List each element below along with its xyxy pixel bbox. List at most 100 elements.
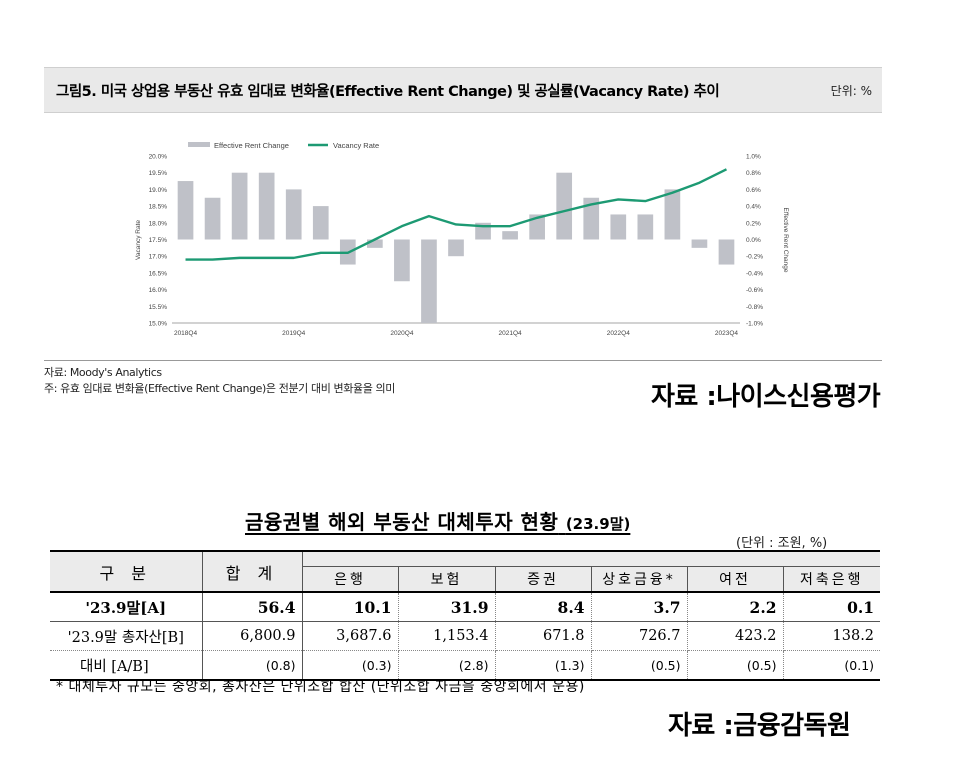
table-cell: (2.8) <box>398 650 496 681</box>
row-label: 대비 [A/B] <box>50 650 203 681</box>
rent-vacancy-chart: Effective Rent Change Vacancy Rate 20.0%… <box>135 141 789 338</box>
left-tick-label: 17.5% <box>149 237 168 244</box>
right-tick-label: 0.6% <box>746 187 761 194</box>
legend-bar-swatch <box>188 142 210 147</box>
header-col-5: 저축은행 <box>783 566 881 593</box>
left-tick-label: 20.0% <box>149 154 168 161</box>
left-tick-label: 15.0% <box>149 321 168 328</box>
x-tick-label: 2018Q4 <box>174 330 198 337</box>
table-cell: 3,687.6 <box>302 621 399 651</box>
table-title-main: 금융권별 해외 부동산 대체투자 현황 <box>245 510 559 534</box>
header-total: 합 계 <box>202 550 303 593</box>
table-cell: 56.4 <box>202 592 303 622</box>
table-cell: (1.3) <box>495 650 592 681</box>
rent-change-bar <box>718 239 735 265</box>
rent-change-bar <box>204 197 221 240</box>
right-tick-label: 0.4% <box>746 204 761 211</box>
chart-line <box>185 168 728 261</box>
table-cell: 3.7 <box>591 592 688 622</box>
rent-change-bar <box>502 231 518 240</box>
rent-change-bar <box>691 239 708 248</box>
right-tick-label: -0.4% <box>746 270 763 277</box>
table-footnote: * 대체투자 규모는 중앙회, 총자산은 단위조합 합산 (단위조합 자금을 중… <box>56 679 585 695</box>
rent-change-bar <box>231 172 248 240</box>
right-tick-label: 1.0% <box>746 154 761 161</box>
figure-title: 그림5. 미국 상업용 부동산 유효 임대료 변화율(Effective Ren… <box>56 84 720 100</box>
left-tick-label: 18.5% <box>149 204 168 211</box>
legend-line-label: Vacancy Rate <box>333 141 379 150</box>
right-axis-label: Effective Rent Change <box>782 208 789 273</box>
x-tick-label: 2022Q4 <box>607 330 631 337</box>
left-tick-label: 18.0% <box>149 220 168 227</box>
right-tick-label: 0.0% <box>746 237 761 244</box>
table-title-sub: (23.9말) <box>565 515 631 533</box>
x-tick-label: 2021Q4 <box>499 330 523 337</box>
table-cell: (0.1) <box>783 650 881 681</box>
chart-axes: 20.0% 19.5% 19.0% 18.5% 18.0% 17.5% 17.0% 16.5%… <box>149 154 764 338</box>
figure-bottom-rule <box>44 360 882 361</box>
table-header-row: 은행 보험 증권 상호금융* 여전 저축은행 <box>50 566 881 593</box>
x-tick-label: 2020Q4 <box>390 330 414 337</box>
table-cell: 1,153.4 <box>398 621 496 651</box>
right-tick-label: 0.8% <box>746 170 761 177</box>
left-axis-label: Vacancy Rate <box>135 220 142 260</box>
chart-bars <box>177 172 735 323</box>
rent-change-bar <box>610 214 627 240</box>
rent-change-bar <box>394 239 410 282</box>
table-row: 대비 [A/B] (0.8) (0.3) (2.8) (1.3) (0.5) (0.5) (0… <box>50 650 881 681</box>
investment-table: 구 분 합 계 은행 보험 증권 상호금융* 여전 저축은행 '23.9말[A] 56.4 1… <box>50 550 881 681</box>
header-col-0: 은행 <box>302 566 399 593</box>
left-tick-label: 17.0% <box>149 254 168 261</box>
row-label: '23.9말[A] <box>50 592 203 622</box>
table-cell: (0.5) <box>591 650 688 681</box>
rent-change-bar <box>583 197 600 240</box>
left-tick-label: 15.5% <box>149 304 168 311</box>
table-cell: (0.3) <box>302 650 399 681</box>
x-tick-label: 2019Q4 <box>282 330 306 337</box>
right-tick-label: -1.0% <box>746 321 763 328</box>
header-top-spacer <box>302 550 881 567</box>
right-tick-label: -0.2% <box>746 254 763 261</box>
table-cell: 10.1 <box>302 592 399 622</box>
table-cell: 423.2 <box>687 621 784 651</box>
table-cell: 0.1 <box>783 592 881 622</box>
chart-legend: Effective Rent Change Vacancy Rate <box>188 141 379 150</box>
table-header-row-top: 구 분 합 계 <box>50 550 881 593</box>
figure-source-note: 자료: Moody's Analytics <box>44 366 162 379</box>
table-cell: (0.5) <box>687 650 784 681</box>
right-tick-label: -0.8% <box>746 304 763 311</box>
table-unit: (단위 : 조원, %) <box>736 536 828 551</box>
rent-change-bar <box>637 214 654 240</box>
x-tick-label: 2023Q4 <box>715 330 739 337</box>
right-tick-label: -0.6% <box>746 287 763 294</box>
table-cell: 138.2 <box>783 621 881 651</box>
right-tick-label: 0.2% <box>746 220 761 227</box>
header-col-1: 보험 <box>398 566 496 593</box>
rent-change-bar <box>177 181 194 240</box>
left-tick-label: 19.5% <box>149 170 168 177</box>
table-body: '23.9말[A] 56.4 10.1 31.9 8.4 3.7 2.2 0.1'23.9말 … <box>50 592 881 681</box>
figure-unit: 단위: % <box>830 84 872 98</box>
rent-change-bar <box>285 189 302 240</box>
header-col-2: 증권 <box>495 566 592 593</box>
rent-change-bar <box>448 239 464 257</box>
table-row: '23.9말[A] 56.4 10.1 31.9 8.4 3.7 2.2 0.1 <box>50 592 881 622</box>
table-cell: 6,800.9 <box>202 621 303 651</box>
table-cell: 8.4 <box>495 592 592 622</box>
left-tick-label: 16.0% <box>149 287 168 294</box>
figure-description-note: 주: 유효 임대료 변화율(Effective Rent Change)은 전분… <box>44 382 395 395</box>
header-category: 구 분 <box>50 550 203 593</box>
figure-header-bar <box>44 67 882 113</box>
table-cell: 2.2 <box>687 592 784 622</box>
header-col-3: 상호금융* <box>591 566 688 593</box>
legend-bar-label: Effective Rent Change <box>214 141 289 150</box>
left-tick-label: 16.5% <box>149 270 168 277</box>
rent-change-bar <box>664 189 681 240</box>
figure-credit: 자료 :나이스신용평가 <box>651 382 881 412</box>
header-col-4: 여전 <box>687 566 784 593</box>
rent-change-bar <box>258 172 275 240</box>
row-label: '23.9말 총자산[B] <box>50 621 203 651</box>
left-tick-label: 19.0% <box>149 187 168 194</box>
table-cell: 671.8 <box>495 621 592 651</box>
table-cell: 726.7 <box>591 621 688 651</box>
